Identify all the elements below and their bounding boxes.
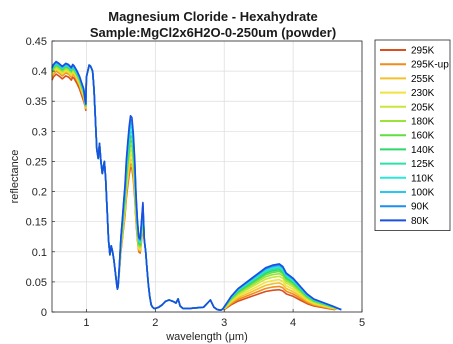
y-tick-label: 0.45 — [26, 36, 47, 48]
legend-entry: 205K — [411, 102, 435, 113]
x-tick-label: 2 — [152, 317, 158, 329]
x-tick-label: 1 — [83, 317, 89, 329]
grid-lines — [52, 40, 363, 313]
series-line-110k — [51, 62, 342, 311]
y-tick-label: 0.2 — [32, 187, 47, 199]
series-line-160k — [51, 64, 342, 311]
x-tick-label: 3 — [221, 317, 227, 329]
series-line-255k — [51, 64, 342, 311]
series-line-205k — [51, 64, 342, 311]
y-tick-label: 0 — [41, 307, 47, 319]
x-tick-label: 5 — [359, 317, 365, 329]
y-axis-label: reflectance — [9, 150, 21, 204]
legend-entry: 80K — [411, 216, 429, 227]
series-line-180k — [51, 64, 342, 311]
series-line-100k — [51, 61, 342, 311]
legend-entry: 125K — [411, 159, 435, 170]
x-tick-label: 4 — [290, 317, 296, 329]
chart-subtitle: Sample:MgCl2x6H2O-0-250um (powder) — [90, 25, 336, 40]
y-tick-label: 0.4 — [32, 66, 47, 78]
series-line-230k — [51, 64, 342, 311]
y-tick-label: 0.1 — [32, 247, 47, 259]
series-line-80k — [51, 60, 342, 311]
legend-entry: 160K — [411, 131, 435, 142]
series-line-295k — [51, 64, 342, 311]
y-tick-label: 0.35 — [26, 96, 47, 108]
series-group — [51, 60, 342, 311]
y-tick-label: 0.25 — [26, 156, 47, 168]
series-line-125k — [51, 63, 342, 311]
axis-ticks: 1 2 3 4 5 0 0.05 0.1 0.15 0.2 0.25 0.3 0.35 0.4 0.45 — [26, 36, 365, 329]
legend: 295K 295K-up 255K 230K 205K 180K 160K 140K 125K 1… — [374, 39, 451, 232]
x-axis-label: wavelength (μm) — [165, 331, 248, 343]
y-tick-label: 0.15 — [26, 217, 47, 229]
series-line-90k — [51, 61, 342, 311]
legend-entry: 255K — [411, 74, 435, 85]
legend-entry: 180K — [411, 117, 435, 128]
y-tick-label: 0.05 — [26, 277, 47, 289]
legend-entry: 295K — [411, 46, 435, 57]
legend-entry: 100K — [411, 188, 435, 199]
plot-frame — [51, 40, 363, 313]
legend-entry: 295K-up — [411, 60, 449, 71]
series-line-295k-up — [51, 64, 342, 311]
legend-entry: 230K — [411, 88, 435, 99]
y-tick-label: 0.3 — [32, 126, 47, 138]
legend-entry: 140K — [411, 145, 435, 156]
legend-entry: 110K — [411, 173, 434, 184]
chart-title: Magnesium Cloride - Hexahydrate — [108, 9, 318, 24]
legend-entry: 90K — [411, 202, 429, 213]
